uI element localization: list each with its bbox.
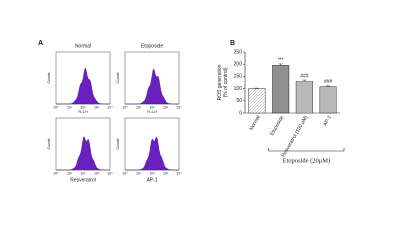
panel-label: A: [38, 40, 43, 47]
error-bar: [302, 79, 307, 82]
annotation: ###: [324, 79, 333, 85]
histogram: [56, 67, 110, 105]
histogram: [125, 136, 179, 171]
x-tick-label: 10²: [149, 171, 155, 175]
y-tick-label: 0: [239, 110, 242, 116]
x-axis-label: FL1-H: [147, 110, 157, 114]
y-tick-label: 200: [234, 62, 243, 68]
x-tick-label: 10⁴: [176, 105, 182, 109]
x-tick-label: 10¹: [67, 105, 73, 109]
y-tick-label: 50: [236, 98, 242, 104]
y-axis-label: Counts: [47, 138, 51, 149]
x-tick-label: 10⁰: [53, 171, 59, 175]
annotation: ###: [300, 73, 309, 79]
bar: [272, 65, 290, 114]
x-tick-label: 10²: [80, 105, 86, 109]
x-tick-label: 10³: [94, 105, 100, 109]
histogram: [56, 136, 110, 171]
y-tick-label: 150: [234, 74, 243, 80]
x-tick-label: 10⁰: [122, 171, 128, 175]
x-tick-label: Resveratrol (100 µM): [281, 114, 310, 158]
plot-title: Resveratrol: [70, 177, 96, 183]
x-tick-label: 10²: [149, 105, 155, 109]
histograms: Normal Counts FL1-H 10⁰ 10¹ 10² 10³ 10⁴ Etoposid…: [47, 43, 182, 183]
error-bar: [326, 85, 331, 87]
y-axis-label: Counts: [116, 138, 120, 149]
x-tick-label: 10⁰: [53, 105, 59, 109]
x-tick-label: Normal: [248, 115, 261, 132]
plot-title: Etoposide: [141, 43, 163, 49]
plot-title: Normal: [75, 43, 91, 49]
plot-title: AP-1: [146, 177, 157, 183]
x-tick-label: 10²: [80, 171, 86, 175]
x-tick-label: AP-1: [322, 114, 333, 127]
panel-label: B: [230, 40, 235, 47]
bar: [248, 88, 266, 114]
histogram: [125, 68, 179, 105]
bar: [319, 86, 337, 114]
x-tick-label: 10⁴: [107, 105, 113, 109]
x-tick-label: Etoposide: [269, 114, 285, 136]
x-tick-label: 10⁴: [107, 171, 113, 175]
x-tick-label: 10¹: [67, 171, 73, 175]
x-tick-label: 10⁴: [176, 171, 182, 175]
x-tick-label: 10¹: [136, 105, 142, 109]
x-tick-label: 10¹: [136, 171, 142, 175]
x-tick-label: 10³: [163, 105, 169, 109]
annotation: ***: [278, 57, 284, 63]
x-tick-label: 10³: [94, 171, 100, 175]
figure: A B Normal Counts FL1-H 10⁰ 10¹ 10² 10³ 10⁴ Etop…: [38, 40, 345, 183]
y-tick-label: 100: [234, 86, 243, 92]
x-tick-label: 10³: [163, 171, 169, 175]
error-bar: [278, 63, 283, 66]
y-axis-label: ROS generation(% of control): [217, 64, 229, 100]
x-tick-label: 10⁰: [122, 105, 128, 109]
group-bracket: [268, 148, 345, 152]
y-axis-label: Counts: [116, 72, 120, 83]
group-label: Etoposide (20μM): [283, 157, 331, 164]
bar-chart: 0 50 100 150 200 250 ROS generation(% of contr…: [217, 49, 345, 164]
x-axis-label: FL1-H: [78, 110, 88, 114]
y-axis-label: Counts: [47, 72, 51, 83]
y-tick-label: 250: [234, 49, 243, 55]
page: A B Normal Counts FL1-H 10⁰ 10¹ 10² 10³ 10⁴ Etop…: [38, 39, 345, 184]
bar: [295, 81, 313, 114]
